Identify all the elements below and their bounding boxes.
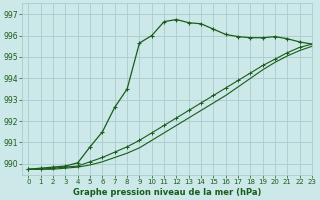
X-axis label: Graphe pression niveau de la mer (hPa): Graphe pression niveau de la mer (hPa) — [73, 188, 261, 197]
